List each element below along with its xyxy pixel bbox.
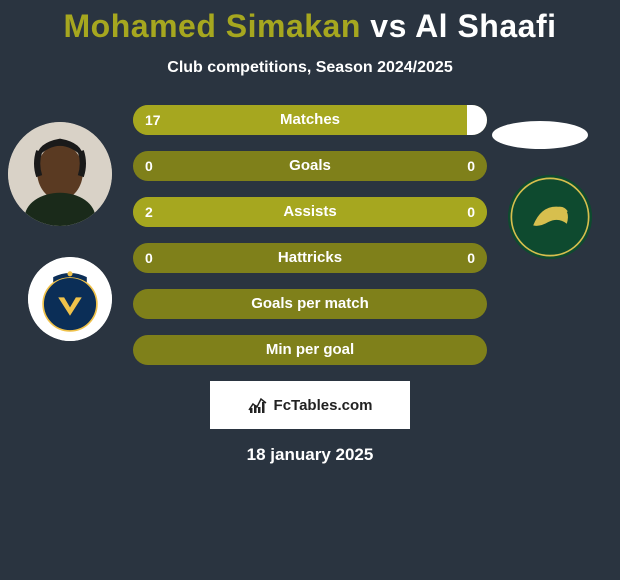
stat-row-hattricks: 00Hattricks (133, 243, 487, 273)
stat-bars: 171Matches 00Goals 20Assists 00Hattricks Goa… (133, 105, 487, 365)
stat-row-goals: 00Goals (133, 151, 487, 181)
stat-label: Assists (133, 197, 487, 227)
stat-row-goals-per-match: Goals per match (133, 289, 487, 319)
title-p2: Al Shaafi (415, 8, 556, 44)
chart-icon (248, 395, 268, 415)
title-p1: Mohamed Simakan (64, 8, 361, 44)
date-label: 18 january 2025 (0, 445, 620, 465)
stat-row-matches: 171Matches (133, 105, 487, 135)
watermark-text: FcTables.com (274, 397, 373, 414)
club1-crest (28, 257, 112, 341)
stat-label: Matches (133, 105, 487, 135)
stat-label: Goals per match (133, 289, 487, 319)
page-title: Mohamed Simakan vs Al Shaafi (0, 0, 620, 45)
title-vs: vs (361, 8, 415, 44)
player2-avatar (492, 121, 588, 149)
club2-crest (508, 175, 592, 259)
stat-row-min-per-goal: Min per goal (133, 335, 487, 365)
stat-label: Goals (133, 151, 487, 181)
chart-area: 171Matches 00Goals 20Assists 00Hattricks Goa… (0, 105, 620, 365)
subtitle: Club competitions, Season 2024/2025 (0, 59, 620, 77)
watermark: FcTables.com (210, 381, 410, 429)
stat-row-assists: 20Assists (133, 197, 487, 227)
stat-label: Min per goal (133, 335, 487, 365)
player1-avatar (8, 122, 112, 226)
stat-label: Hattricks (133, 243, 487, 273)
